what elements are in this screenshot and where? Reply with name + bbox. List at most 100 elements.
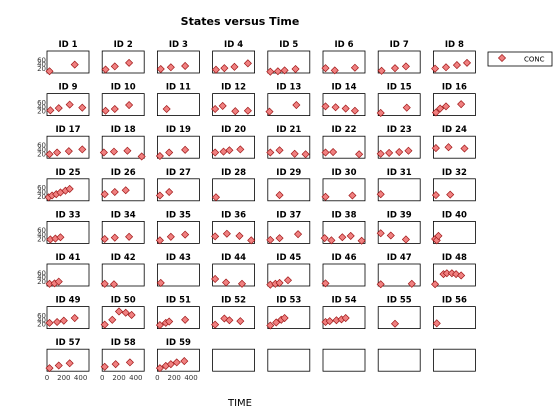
chart-title: States versus Time (181, 15, 300, 28)
x-tick-label: 200 (168, 374, 181, 382)
panel-title: ID 9 (58, 83, 77, 93)
data-point (321, 148, 330, 157)
data-point (290, 149, 299, 158)
panel-id-29: ID 29 (267, 168, 311, 202)
data-point (222, 278, 231, 287)
panel-id-47: ID 47 (376, 253, 421, 289)
panel-id-43: ID 43 (156, 253, 200, 287)
panel-title: ID 7 (390, 40, 409, 50)
panel-id-51: ID 51 (155, 296, 200, 330)
data-point (125, 58, 134, 67)
data-point (211, 148, 220, 157)
data-point (156, 278, 165, 287)
panel-id-27: ID 27 (155, 168, 200, 202)
panel-axes-box (267, 93, 311, 116)
data-point (110, 104, 119, 114)
data-point (376, 149, 385, 158)
data-point (235, 231, 244, 240)
panel-id-37: ID 37 (266, 210, 311, 244)
panel-title: ID 12 (221, 83, 246, 93)
panel-title: ID 40 (442, 210, 467, 220)
data-point (462, 58, 472, 67)
panel-empty (432, 348, 476, 372)
data-point (329, 148, 338, 157)
data-point (330, 66, 339, 75)
data-point (243, 59, 252, 68)
y-tick-label: 60 (37, 56, 46, 64)
data-point (338, 233, 347, 242)
data-point (377, 66, 386, 75)
data-point (65, 184, 74, 193)
panel-title: ID 29 (276, 168, 301, 178)
data-point (457, 271, 466, 280)
data-point (155, 364, 164, 373)
x-tick-label: 200 (57, 374, 70, 382)
data-point (266, 235, 275, 244)
panel-axes-box (377, 50, 421, 74)
data-point (156, 65, 165, 74)
panel-id-38: ID 38 (320, 210, 366, 245)
panel-id-8: ID 8 (431, 40, 476, 74)
data-point (231, 107, 240, 116)
panel-id-7: ID 7 (377, 40, 421, 75)
panel-id-44: ID 44 (211, 253, 256, 288)
data-point (121, 308, 130, 317)
data-point (321, 279, 330, 288)
panel-id-53: ID 53 (266, 296, 311, 330)
panel-id-28: ID 28 (211, 168, 256, 202)
data-point (294, 230, 303, 239)
data-point (211, 104, 220, 114)
panel-id-35: ID 35 (155, 210, 200, 245)
panel-axes-box (212, 135, 256, 159)
panel-title: ID 46 (331, 253, 356, 263)
data-point (211, 232, 220, 241)
panel-title: ID 28 (221, 168, 246, 178)
data-point (211, 193, 220, 202)
data-point (292, 101, 301, 110)
panel-axes-box (377, 220, 421, 244)
data-point (431, 144, 440, 153)
panel-title: ID 45 (276, 253, 301, 263)
data-point (53, 148, 62, 157)
data-point (101, 106, 110, 115)
panel-title: ID 30 (331, 168, 356, 178)
panel-axes-box (267, 178, 311, 202)
panel-title: ID 11 (166, 83, 191, 93)
data-point (350, 106, 359, 115)
data-point (114, 307, 124, 316)
data-point (350, 63, 359, 72)
data-point (341, 314, 350, 323)
data-point (407, 279, 416, 288)
panel-id-31: ID 31 (376, 168, 421, 202)
data-point (54, 104, 63, 113)
data-point (108, 315, 117, 324)
y-tick-label: 60 (37, 269, 46, 277)
data-point (341, 104, 350, 113)
data-point (376, 190, 385, 199)
data-point (431, 108, 440, 117)
panel-axes-box (212, 348, 256, 372)
data-point (321, 102, 330, 111)
data-point (45, 150, 54, 159)
data-point (441, 63, 451, 72)
data-point (442, 269, 451, 278)
data-point (125, 358, 134, 367)
panel-title: ID 16 (442, 83, 467, 93)
panel-axes-box (432, 178, 476, 202)
data-point (165, 317, 174, 326)
legend: CONC (487, 51, 553, 67)
panel-id-21: ID 21 (266, 125, 311, 159)
panel-title: ID 33 (55, 210, 80, 220)
data-point (327, 236, 336, 245)
data-point (321, 192, 330, 201)
data-point (390, 64, 400, 73)
panel-axes-box (212, 220, 256, 244)
data-point (121, 186, 130, 195)
panel-empty (212, 348, 256, 372)
data-point (355, 150, 364, 159)
panel-title: ID 56 (442, 296, 467, 306)
data-point (65, 359, 74, 368)
